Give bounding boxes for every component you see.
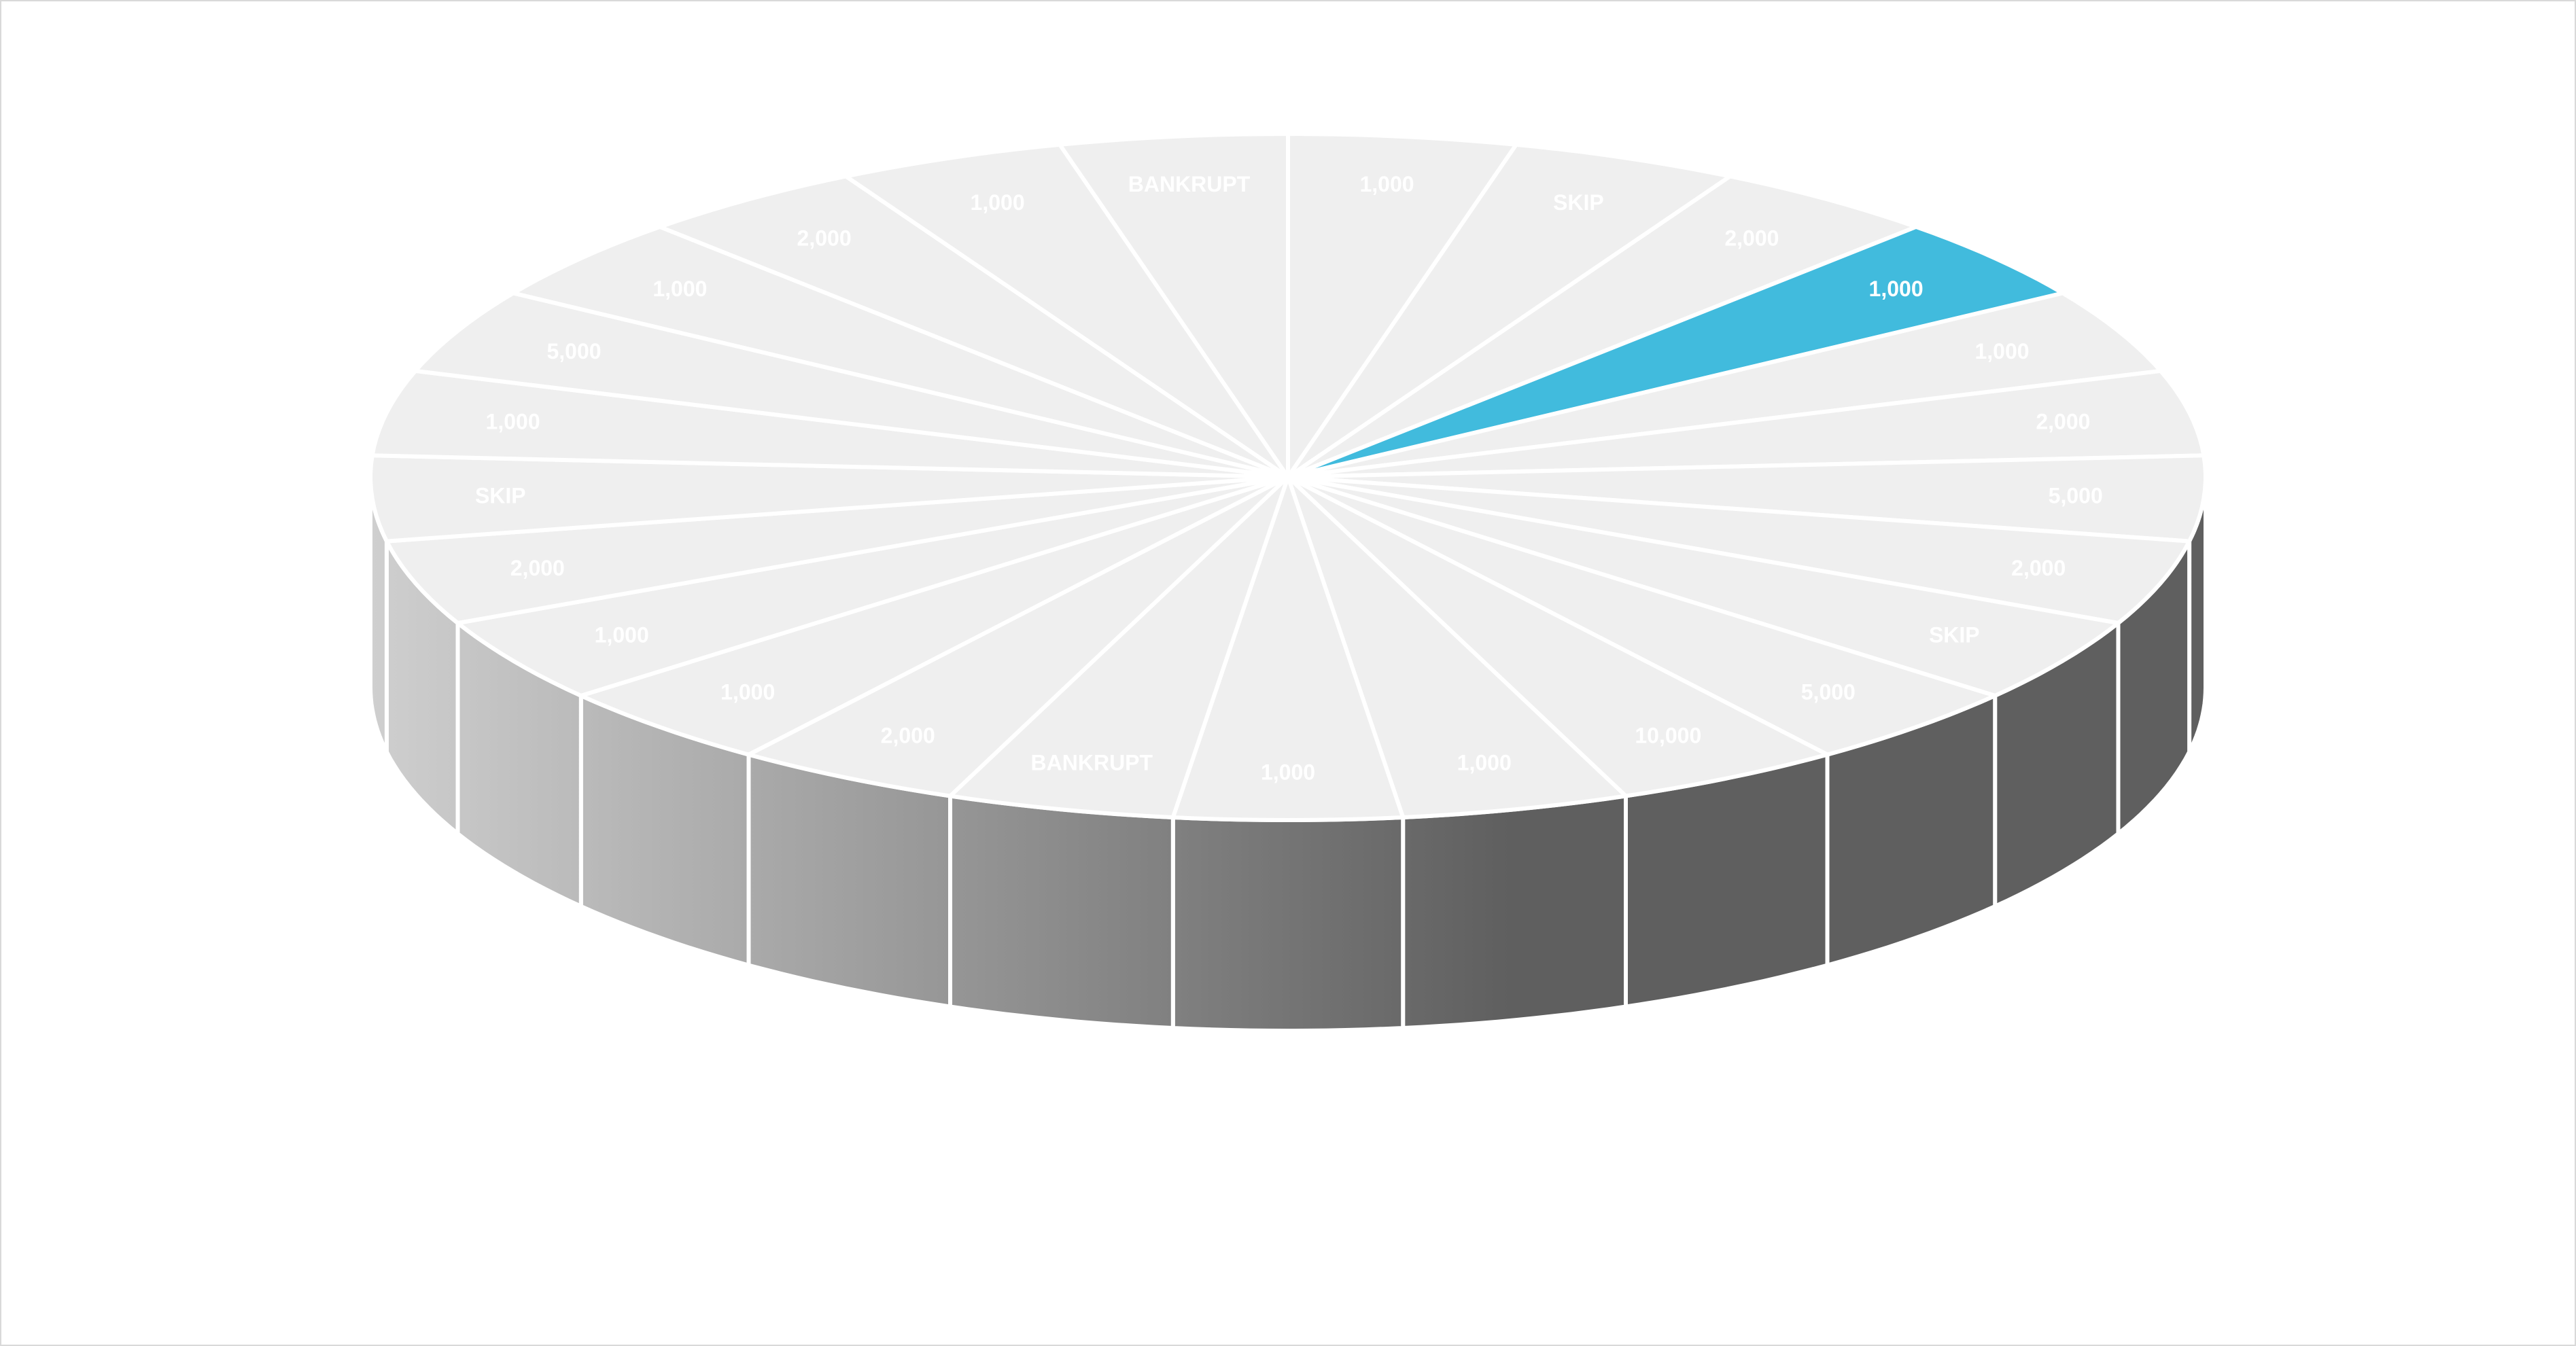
wheel-side-segment <box>948 794 1175 1030</box>
wheel-side-segment <box>1170 815 1406 1033</box>
wheel-segment-label: 1,000 <box>1869 277 1924 301</box>
wheel-sector <box>1286 475 1628 819</box>
wheel-sector <box>1058 132 1290 479</box>
wheel-sector <box>1286 475 2121 698</box>
wheel-segment-label: 2,000 <box>881 724 935 748</box>
wheel-segment-label: 5,000 <box>2049 483 2103 508</box>
wheel-sector <box>1286 475 1998 757</box>
wheel-sector <box>1286 475 1830 798</box>
wheel-sector <box>511 224 1290 479</box>
wheel-segment-label: 1,000 <box>1974 339 2029 364</box>
wheel-segment-label: 1,000 <box>971 190 1025 215</box>
wheel-segment-label: 2,000 <box>1724 226 1779 251</box>
wheel-side-segment <box>1401 794 1628 1030</box>
wheel-segment-label: 1,000 <box>1359 172 1414 196</box>
wheel-segment-label: BANKRUPT <box>1031 751 1153 775</box>
wheel-sector <box>1286 291 2163 479</box>
wheel-segment-label: 5,000 <box>546 339 601 364</box>
wheel-sector <box>578 475 1290 757</box>
wheel-sector <box>1286 453 2208 544</box>
wheel-segment-label: 2,000 <box>797 226 852 251</box>
wheel-segment-label: 1,000 <box>1261 760 1315 784</box>
wheel-segment-label: 1,000 <box>652 277 707 301</box>
wheel-segment-label: 1,000 <box>1457 751 1512 775</box>
wheel-sector <box>1286 368 2206 479</box>
wheel-sector <box>1170 475 1406 822</box>
wheel-sector <box>948 475 1290 819</box>
wheel-segment-label: 10,000 <box>1635 724 1701 748</box>
wheel-sector <box>1286 174 1919 479</box>
wheel-sector <box>368 453 1290 544</box>
wheel-segment-label: SKIP <box>1929 623 1980 648</box>
wheel-sector <box>1286 475 2192 625</box>
wheel-segment-label: 5,000 <box>1801 680 1856 705</box>
wheel-sector <box>843 142 1290 479</box>
wheel-sector-highlighted <box>1286 224 2065 479</box>
wheel-segment-label: 1,000 <box>720 680 775 705</box>
wheel-face <box>368 132 2208 822</box>
wheel-sector <box>1286 142 1733 479</box>
wheel-labels: 1,000 SKIP 2,000 1,000 1,000 2,000 5,000 2,000 S… <box>475 172 2103 784</box>
wheel-sector <box>384 475 1290 625</box>
wheel-sector <box>746 475 1290 798</box>
wheel-segment-label: BANKRUPT <box>1128 172 1251 196</box>
wheel-segment-label: 1,000 <box>595 623 649 648</box>
wheel-segment-label: SKIP <box>475 483 526 508</box>
wheel-segment-label: 2,000 <box>510 556 565 580</box>
wheel-segment-label: 1,000 <box>486 410 540 434</box>
wheel-sector <box>455 475 1290 698</box>
wheel-segment-label: 2,000 <box>2011 556 2066 580</box>
wheel-sector <box>657 174 1290 479</box>
wheel-segment-label: 2,000 <box>2036 410 2090 434</box>
wheel-sector <box>413 291 1290 479</box>
wheel-segment-label: SKIP <box>1553 190 1604 215</box>
